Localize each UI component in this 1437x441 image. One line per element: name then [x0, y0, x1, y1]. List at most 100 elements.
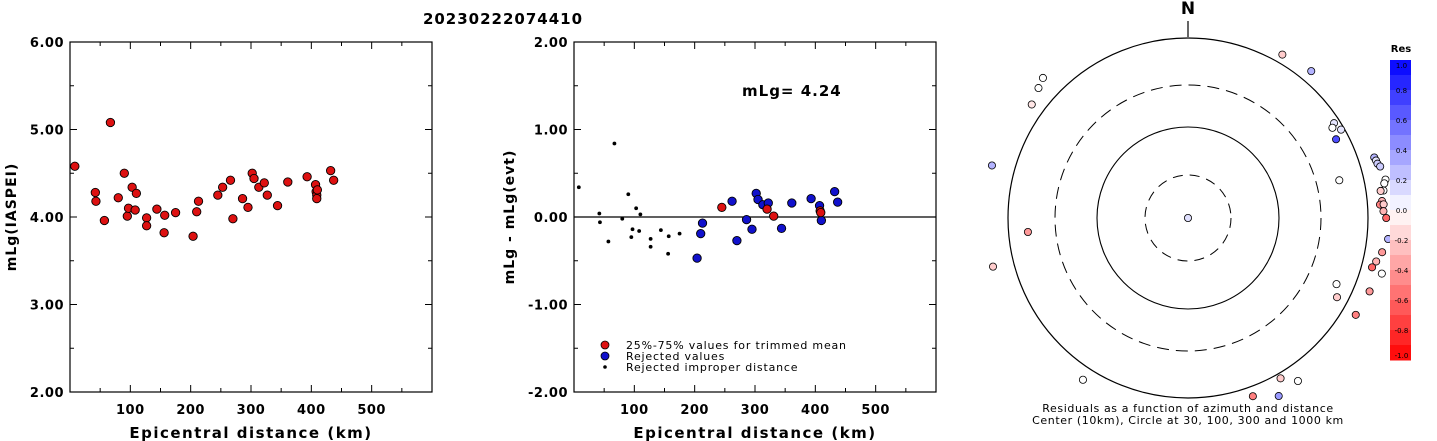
magnitude-point: [170, 207, 181, 218]
mlg-annotation: mLg= 4.24: [742, 82, 842, 100]
azimuth-residual-point: [1332, 280, 1341, 289]
azimuth-residual-point: [1034, 84, 1043, 93]
magnitude-point: [160, 210, 170, 220]
magnitude-point: [70, 161, 80, 171]
magnitude-point: [159, 228, 169, 238]
plot1-xlabel: Epicentral distance (km): [129, 424, 372, 441]
legend-marker-improper: [603, 365, 607, 369]
magnitude-point: [192, 207, 202, 217]
improper-distance-point: [597, 211, 602, 216]
azimuth-residual-point: [1379, 200, 1388, 209]
plot2-xtick-label: 300: [741, 403, 770, 418]
azimuth-residual-point: [1248, 392, 1257, 401]
azimuth-residual-point: [1333, 293, 1342, 302]
azimuth-residual-point: [1078, 375, 1087, 384]
rejected-point: [747, 224, 757, 234]
magnitude-point: [225, 175, 236, 185]
colorbar-tick-label: -0.8: [1395, 327, 1409, 335]
plot1-ytick-label: 6.00: [30, 36, 64, 51]
colorbar-cell: [1390, 225, 1411, 241]
plot2-ticks: -2.00 -1.00 0.00 1.00 2.00 100 200 300 400 500: [528, 36, 936, 418]
residual-vs-distance-panel: -2.00 -1.00 0.00 1.00 2.00 100 200 300 400 500 mL…: [502, 36, 937, 441]
azimuth-residual-point: [1274, 392, 1283, 401]
rejected-point: [776, 223, 787, 234]
rejected-point: [806, 193, 816, 204]
magnitude-point: [119, 168, 129, 178]
trimmed-mean-point: [717, 202, 727, 213]
plot2-legend: 25%-75% values for trimmed mean Rejected…: [600, 339, 846, 374]
trimmed-mean-point: [816, 207, 826, 218]
plot2-xtick-label: 400: [801, 403, 830, 418]
colorbar-tick-label: 0.8: [1396, 87, 1407, 95]
azimuth-residual-point: [1372, 257, 1381, 266]
rejected-point: [696, 228, 706, 239]
colorbar-tick-label: -0.2: [1395, 237, 1409, 245]
plot2-ytick-label: -1.00: [528, 299, 568, 314]
colorbar-cell: [1390, 135, 1411, 151]
magnitude-vs-distance-panel: 2.00 3.00 4.00 5.00 6.00 100 200 300 400 500 Epic…: [4, 36, 433, 441]
magnitude-point: [249, 173, 259, 184]
azimuth-residual-point: [1335, 176, 1344, 185]
plot1-ytick-label: 2.00: [30, 386, 64, 401]
colorbar-cell: [1390, 75, 1411, 91]
azimuth-residual-point: [1027, 100, 1036, 109]
magnitude-point: [141, 221, 152, 231]
magnitude-point: [312, 185, 323, 195]
colorbar-cell: [1390, 165, 1411, 181]
plot1-ylabel: mLg(IASPEI): [4, 163, 20, 272]
legend-label-improper: Rejected improper distance: [626, 361, 798, 374]
plot2-ytick-label: 2.00: [534, 36, 568, 51]
colorbar-cell: [1390, 240, 1411, 256]
rejected-point: [732, 235, 742, 246]
colorbar-tick-label: -0.6: [1395, 297, 1409, 305]
rejected-point: [727, 196, 737, 206]
magnitude-point: [90, 187, 100, 198]
improper-distance-point: [638, 212, 643, 217]
colorbar-tick-label: 1.0: [1396, 62, 1407, 70]
plot1-xtick-label: 200: [176, 403, 205, 418]
colorbar-labels: 1.0 0.8 0.6 0.4 0.2 0.0 -0.2 -0.4 -0.6 -0.8 -1.0: [1395, 62, 1409, 360]
ring-100km: [1096, 126, 1280, 310]
azimuth-residual-point: [1368, 263, 1377, 272]
colorbar-cell: [1390, 330, 1411, 346]
polar-caption-line2: Center (10km), Circle at 30, 100, 300 an…: [1032, 414, 1344, 427]
azimuth-residual-point: [1278, 50, 1287, 59]
improper-distance-point: [620, 216, 625, 221]
trimmed-mean-point: [769, 211, 779, 221]
magnitude-point: [312, 193, 322, 204]
plot2-ytick-label: -2.00: [528, 386, 568, 401]
improper-distance-point: [630, 227, 635, 232]
plot2-xtick-label: 200: [680, 403, 709, 418]
magnitude-point: [130, 205, 140, 215]
magnitude-point: [329, 175, 339, 185]
colorbar-tick-label: 0.0: [1396, 207, 1407, 215]
improper-distance-point: [606, 239, 611, 244]
colorbar-tick-label: -0.4: [1395, 267, 1409, 275]
colorbar-tick-label: 0.6: [1396, 117, 1408, 125]
magnitude-point: [259, 178, 269, 188]
magnitude-point: [228, 214, 238, 224]
magnitude-point: [122, 211, 132, 221]
rejected-point: [833, 197, 843, 207]
colorbar-cell: [1390, 105, 1411, 121]
rejected-point: [697, 218, 708, 228]
colorbar-cell: [1390, 180, 1411, 196]
legend-label-rejected: Rejected values: [626, 350, 725, 363]
improper-distance-point: [598, 220, 602, 225]
plot2-xlabel: Epicentral distance (km): [633, 424, 876, 441]
plot1-xtick-label: 300: [237, 403, 266, 418]
colorbar-cell: [1390, 90, 1411, 106]
ring-300km: [1054, 84, 1322, 352]
azimuth-residual-point: [1276, 374, 1285, 383]
azimuth-residual-panel: N Residuals as a function of azimuth and…: [987, 0, 1393, 427]
improper-distance-point: [634, 206, 639, 211]
magnitude-point: [193, 196, 204, 206]
colorbar-cell: [1390, 285, 1411, 301]
improper-distance-point: [666, 234, 671, 239]
plot1-ytick-label: 4.00: [30, 211, 64, 226]
magnitude-point: [91, 196, 101, 206]
colorbar-cell: [1390, 315, 1411, 331]
magnitude-point: [262, 190, 272, 200]
azimuth-residual-point: [1377, 269, 1386, 278]
